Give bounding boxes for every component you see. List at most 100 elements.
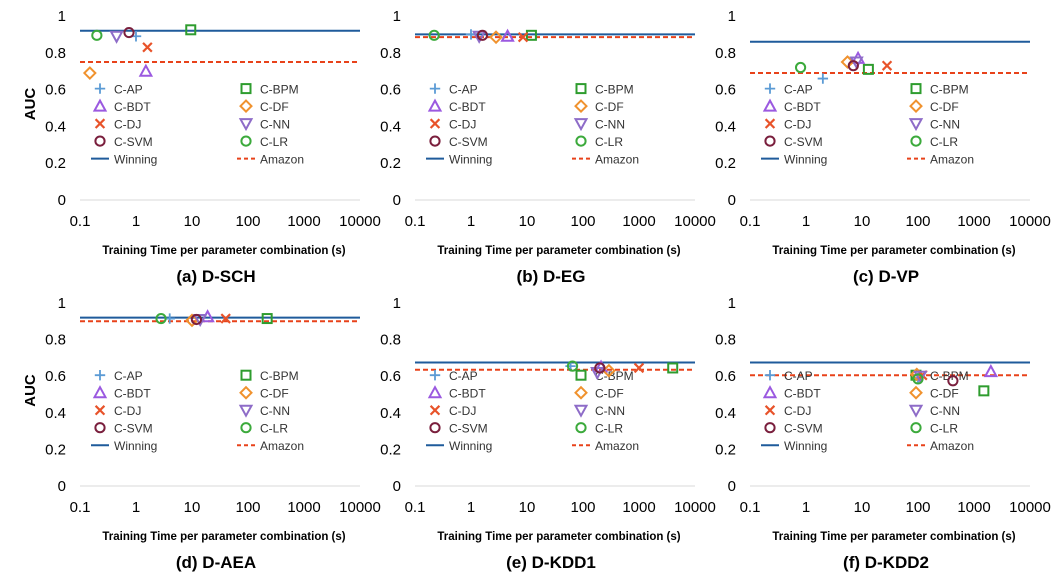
- x-tick-label: 10: [519, 499, 536, 516]
- legend-label: C-DF: [260, 387, 289, 401]
- data-point-c-ap: [817, 73, 829, 84]
- y-tick-label: 1: [393, 8, 401, 25]
- y-axis-title: AUC: [22, 374, 39, 407]
- legend-marker-c-df: [574, 99, 588, 114]
- x-tick-label: 0.1: [405, 499, 426, 516]
- y-tick-label: 0.2: [715, 441, 736, 458]
- x-axis-title: Training Time per parameter combination …: [772, 245, 1015, 257]
- legend-marker-c-df: [239, 385, 253, 400]
- y-tick-label: 0.4: [45, 405, 66, 422]
- legend-label: Amazon: [595, 153, 639, 167]
- legend-marker-c-nn: [573, 404, 589, 418]
- x-tick-label: 1: [132, 499, 140, 516]
- x-tick-label: 1: [132, 213, 140, 230]
- data-point-c-dj: [517, 31, 529, 43]
- x-tick-label: 1000: [957, 499, 990, 516]
- panel-4: 0 0.2 0.4 0.6 0.8 1 0.1 1 10 100 1000 10000 Training…: [22, 295, 381, 572]
- x-tick-label: 10: [184, 213, 201, 230]
- legend-marker-c-nn: [238, 404, 254, 418]
- x-tick-label: 0.1: [740, 499, 761, 516]
- x-tick-label: 0.1: [70, 213, 91, 230]
- data-point-c-bdt: [983, 364, 999, 378]
- legend-label: C-BDT: [784, 387, 821, 401]
- data-point-c-lr: [91, 29, 103, 41]
- x-tick-label: 100: [570, 213, 595, 230]
- x-axis-title: Training Time per parameter combination …: [102, 245, 345, 257]
- panel-caption: (d) D-AEA: [176, 553, 256, 572]
- x-tick-label: 10: [184, 499, 201, 516]
- data-point-c-bdt: [138, 63, 154, 77]
- x-axis-title: Training Time per parameter combination …: [437, 531, 680, 543]
- y-tick-label: 0: [58, 478, 66, 495]
- legend-label: C-DF: [595, 100, 624, 114]
- data-point-c-nn: [192, 313, 208, 328]
- y-tick-label: 0.4: [380, 405, 401, 422]
- x-tick-label: 100: [235, 213, 260, 230]
- y-tick-label: 0: [728, 478, 736, 495]
- x-tick-label: 1000: [957, 213, 990, 230]
- legend-label: C-NN: [595, 404, 625, 418]
- legend-marker-c-bdt: [92, 98, 108, 112]
- y-tick-label: 0.2: [380, 441, 401, 458]
- legend-marker-c-lr: [910, 135, 922, 147]
- legend-marker-c-lr: [910, 422, 922, 434]
- legend-marker-c-nn: [908, 118, 924, 132]
- legend-marker-c-ap: [429, 370, 441, 381]
- y-axis-title: AUC: [22, 88, 39, 121]
- legend-label: C-AP: [784, 83, 813, 97]
- legend-marker-c-svm: [429, 422, 441, 434]
- data-point-c-svm: [190, 313, 203, 326]
- legend-marker-c-ap: [429, 83, 441, 94]
- legend-marker-c-lr: [575, 135, 587, 147]
- x-tick-label: 1: [802, 499, 810, 516]
- x-tick-label: 100: [570, 499, 595, 516]
- legend-marker-c-dj: [94, 405, 106, 416]
- legend-label: C-NN: [930, 404, 960, 418]
- data-point-c-bpm: [261, 313, 273, 325]
- legend-label: C-DF: [260, 100, 289, 114]
- y-tick-label: 0.4: [715, 405, 736, 422]
- legend-marker-c-svm: [429, 135, 441, 147]
- legend-label: Amazon: [930, 439, 974, 453]
- x-tick-label: 1000: [287, 499, 320, 516]
- legend-label: Amazon: [260, 153, 304, 167]
- legend-label: C-AP: [114, 83, 143, 97]
- legend-marker-c-df: [574, 385, 588, 400]
- legend-label: C-AP: [114, 369, 143, 383]
- data-point-c-nn: [109, 30, 124, 44]
- legend-marker-c-bpm: [575, 369, 587, 381]
- x-tick-label: 10000: [1009, 213, 1051, 230]
- legend-label: C-NN: [595, 118, 625, 132]
- data-point-c-bpm: [667, 362, 679, 374]
- legend-marker-c-ap: [764, 370, 776, 381]
- legend-label: C-SVM: [114, 422, 153, 436]
- legend-label: C-DJ: [114, 404, 141, 418]
- x-tick-label: 100: [905, 213, 930, 230]
- legend-label: Amazon: [260, 439, 304, 453]
- legend-label: C-BDT: [449, 387, 486, 401]
- y-tick-label: 0.2: [380, 155, 401, 172]
- legend-marker-c-lr: [240, 135, 252, 147]
- legend-label: Winning: [449, 439, 492, 453]
- legend-marker-c-dj: [429, 405, 441, 416]
- x-tick-label: 0.1: [405, 213, 426, 230]
- legend-marker-c-svm: [94, 422, 106, 434]
- y-tick-label: 0.6: [45, 82, 66, 99]
- legend-marker-c-bpm: [910, 83, 922, 95]
- data-point-c-nn: [849, 56, 864, 70]
- legend-label: C-LR: [930, 135, 958, 149]
- y-tick-label: 0: [58, 192, 66, 209]
- x-tick-label: 1000: [622, 499, 655, 516]
- data-point-c-dj: [220, 313, 231, 324]
- legend-label: C-LR: [595, 422, 623, 436]
- legend-label: C-SVM: [114, 135, 153, 149]
- x-axis-title: Training Time per parameter combination …: [772, 531, 1015, 543]
- legend-label: Amazon: [930, 153, 974, 167]
- y-tick-label: 1: [728, 8, 736, 25]
- legend-marker-c-df: [909, 385, 923, 400]
